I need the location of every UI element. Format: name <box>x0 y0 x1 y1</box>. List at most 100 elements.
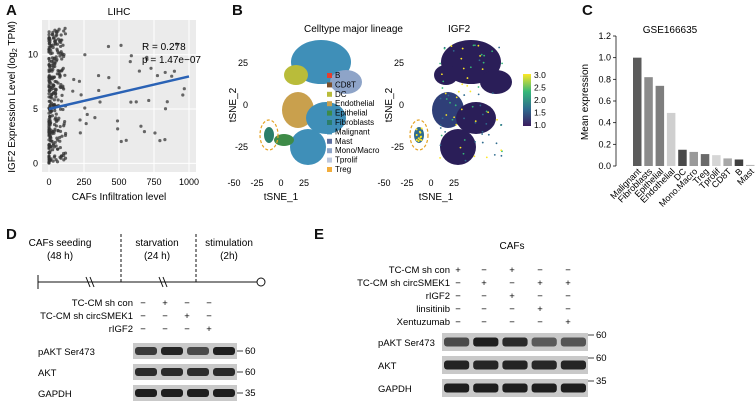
expression-dot <box>480 53 483 56</box>
scatter-point <box>55 136 59 140</box>
scatter-point <box>58 139 62 143</box>
cluster-right <box>480 70 512 94</box>
treatment-sign: − <box>162 311 168 322</box>
expression-dot <box>442 80 445 83</box>
r-value: R = 0.278 <box>142 42 186 53</box>
treatment-sign: − <box>481 304 487 315</box>
treatment-label: TC-CM sh con <box>72 298 133 309</box>
treatment-sign: + <box>565 278 571 289</box>
scatter-point <box>47 30 51 34</box>
scatter-point <box>53 117 57 121</box>
colorbar-tick-label: 2.0 <box>534 95 546 105</box>
expression-dot <box>491 92 494 95</box>
legend-label: Malignant <box>335 127 370 136</box>
expression-dot <box>461 47 464 50</box>
expression-dot <box>457 90 460 93</box>
x-tick-label: -50 <box>377 178 390 188</box>
scatter-point <box>54 34 58 38</box>
scatter-point <box>51 159 55 163</box>
legend-swatch <box>327 129 332 135</box>
scatter-point <box>155 73 160 78</box>
expression-dot <box>439 97 442 100</box>
treatment-sign: + <box>206 324 212 335</box>
blot-band <box>473 337 499 347</box>
scatter-point <box>172 69 177 73</box>
expression-dot <box>460 108 463 111</box>
expression-dot <box>447 94 450 97</box>
treatment-sign: − <box>565 265 571 276</box>
cluster-left <box>434 65 458 85</box>
scatter-point <box>145 55 149 59</box>
expression-dot <box>452 50 455 52</box>
expression-dot <box>444 131 447 133</box>
expression-dot <box>415 128 418 131</box>
scatter-point <box>48 38 52 42</box>
scatter-point <box>47 150 51 155</box>
y-tick-label: 1.2 <box>598 31 611 41</box>
scatter-point <box>51 61 55 65</box>
x-axis-label-left: tSNE_1 <box>264 192 299 203</box>
scatter-point <box>47 63 51 67</box>
blot-label: GAPDH <box>38 389 72 400</box>
blot-label: pAKT Ser473 <box>378 338 435 349</box>
blot-band <box>187 347 209 355</box>
scatter-point <box>52 131 56 135</box>
legend-label: DC <box>335 90 347 99</box>
y-tick-label: -25 <box>235 142 248 152</box>
treatment-sign: + <box>162 298 168 309</box>
scatter-point <box>50 56 55 60</box>
scatter-point <box>134 100 138 104</box>
scatter-point <box>170 74 174 78</box>
expression-dot <box>491 50 494 53</box>
legend-label: Fibroblasts <box>335 118 374 127</box>
scatter-point <box>77 79 82 83</box>
blot-band <box>560 337 586 347</box>
expression-dot <box>495 142 498 145</box>
scatter-point <box>54 91 58 96</box>
expression-dot <box>487 133 490 136</box>
scatter-point <box>58 44 63 49</box>
scatter-point <box>53 140 57 144</box>
scatter-point <box>79 93 83 97</box>
scatter-point <box>149 66 153 70</box>
legend-swatch <box>327 73 332 78</box>
treatment-sign: − <box>184 298 190 309</box>
bar-mono-macro <box>689 151 698 166</box>
blot-band <box>531 337 557 347</box>
scatter-point <box>61 107 65 112</box>
scatter-point <box>147 98 151 103</box>
scatter-point <box>52 98 56 102</box>
bar-epithelial <box>655 85 665 166</box>
treatment-sign: − <box>537 291 543 302</box>
expression-dot <box>415 134 418 137</box>
scatter-point <box>163 137 167 142</box>
scatter-point <box>60 93 64 97</box>
expression-dot <box>500 154 503 157</box>
scatter-point <box>71 89 75 93</box>
expression-dot <box>443 47 446 50</box>
scatter-point <box>128 59 132 64</box>
scatter-point <box>57 27 61 31</box>
scatter-point <box>115 119 120 123</box>
y-tick-label: 0.8 <box>598 74 611 84</box>
scatter-point <box>55 47 59 51</box>
bar-malignant <box>633 57 642 166</box>
blot-band <box>213 389 235 397</box>
expression-dot <box>445 114 448 116</box>
blot-background <box>133 343 237 359</box>
scatter-point <box>60 134 64 138</box>
scatter-point <box>51 65 55 69</box>
expression-dot <box>474 140 477 143</box>
x-tick-label: 0 <box>428 178 433 188</box>
expression-dot <box>482 61 485 64</box>
scatter-point <box>129 100 133 104</box>
expression-dot <box>444 92 447 95</box>
expression-dot <box>485 122 488 125</box>
treatment-sign: − <box>140 298 146 309</box>
scatter-point <box>78 131 82 135</box>
x-tick-label: 25 <box>449 178 459 188</box>
legend-label: CD8T <box>335 80 356 89</box>
timeline-stimulation-duration: (2h) <box>220 251 238 262</box>
expression-dot <box>453 116 456 119</box>
blot-band <box>444 360 470 370</box>
